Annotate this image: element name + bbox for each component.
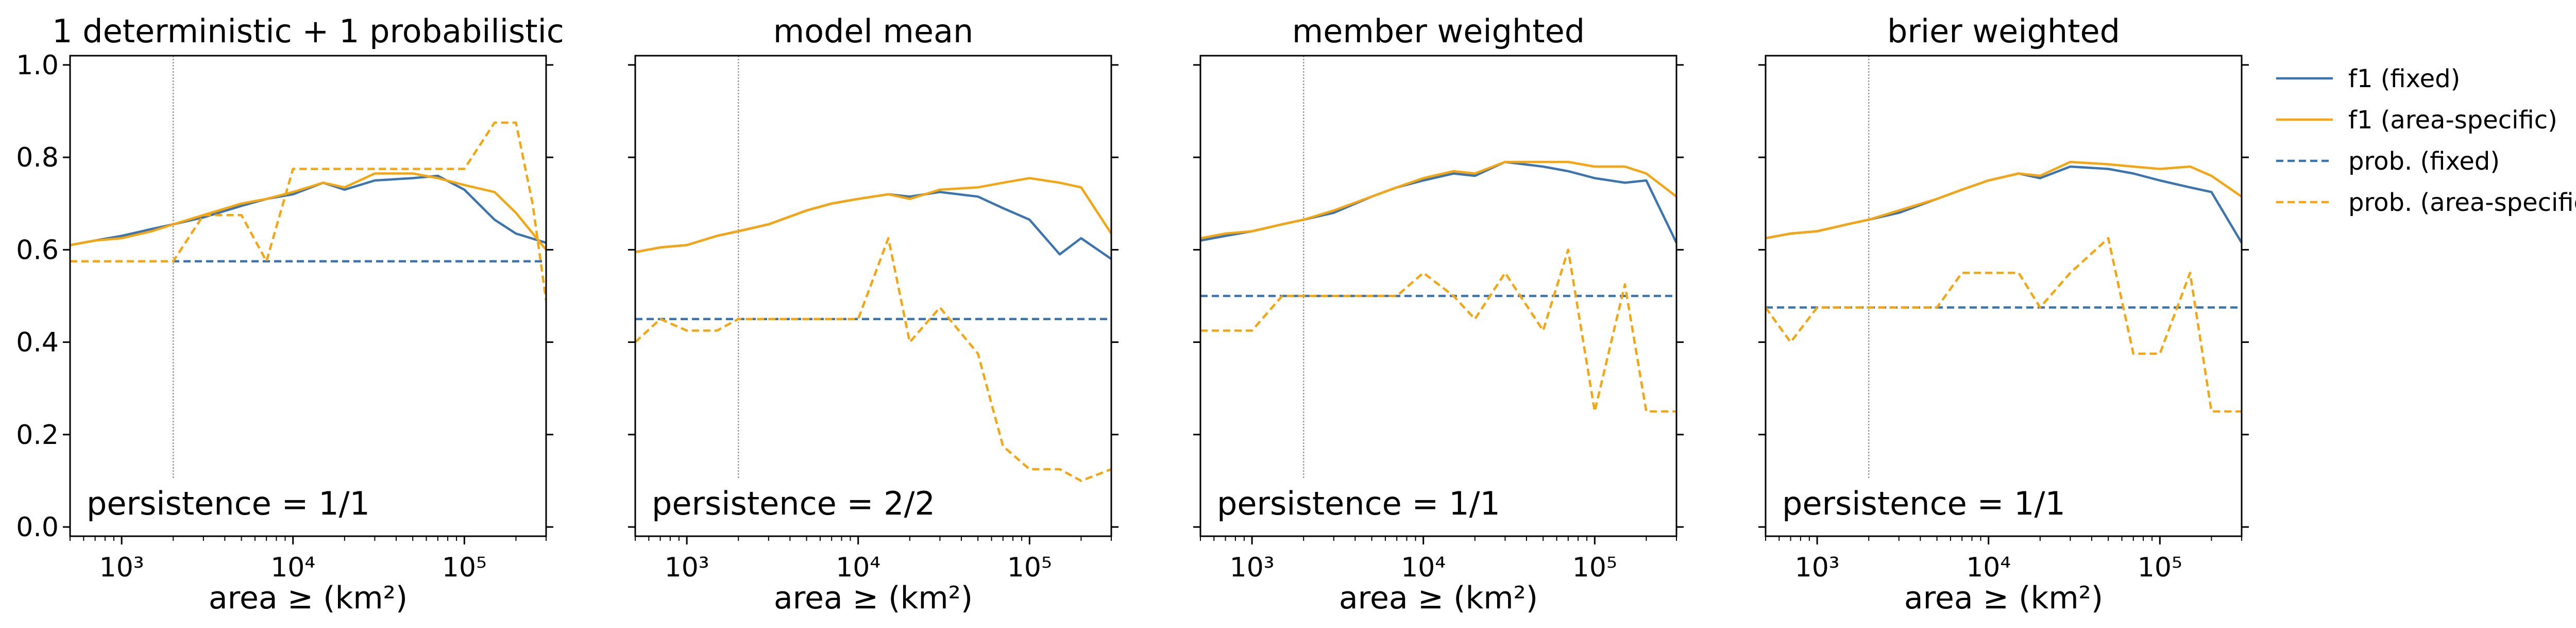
x-axis-label: area ≥ (km²)	[1339, 580, 1538, 616]
panel-title: member weighted	[1292, 12, 1585, 50]
panel-4: brier weighted 10³ 10⁴ 10⁵ area ≥ (km²) persi…	[1758, 12, 2249, 616]
series-line-prob-area-specific	[70, 121, 546, 301]
series-line-f1-area-specific	[1200, 160, 1676, 240]
x-tick-label: 10⁴	[1966, 552, 2011, 583]
panel-3: member weighted 10³ 10⁴ 10⁵ area ≥ (km²) pers…	[1193, 12, 1684, 616]
series-line-prob-area-specific	[1766, 237, 2242, 413]
series-line-prob-area-specific	[635, 237, 1111, 482]
x-axis-label: area ≥ (km²)	[209, 580, 408, 616]
legend-label: f1 (area-specific)	[2348, 106, 2557, 135]
series-line-f1-area-specific	[1766, 160, 2242, 240]
y-tick-label: 0.0	[16, 512, 59, 543]
y-tick-label: 1.0	[16, 50, 59, 81]
legend: f1 (fixed) f1 (area-specific) prob. (fixed…	[2276, 64, 2576, 217]
series-line-prob-area-specific	[1200, 249, 1676, 413]
x-tick-label: 10³	[99, 552, 144, 583]
panel-title: model mean	[773, 12, 974, 50]
x-tick-label: 10⁵	[1007, 552, 1052, 583]
persistence-annotation: persistence = 2/2	[652, 485, 935, 522]
legend-label: f1 (fixed)	[2348, 64, 2460, 93]
y-tick-label: 0.6	[16, 235, 59, 266]
persistence-annotation: persistence = 1/1	[1782, 485, 2065, 522]
axes-frame	[634, 55, 1112, 537]
x-tick-label: 10³	[1230, 552, 1275, 583]
x-tick-label: 10⁴	[1401, 552, 1446, 583]
x-axis-label: area ≥ (km²)	[774, 580, 973, 616]
axes-frame	[1199, 55, 1677, 537]
y-tick-label: 0.2	[16, 420, 59, 451]
persistence-annotation: persistence = 1/1	[1217, 485, 1500, 522]
persistence-annotation: persistence = 1/1	[87, 485, 370, 522]
x-tick-label: 10⁵	[442, 552, 487, 583]
panel-title: 1 deterministic + 1 probabilistic	[52, 12, 564, 50]
series-line-f1-fixed	[635, 191, 1111, 260]
panel-2: model mean 10³ 10⁴ 10⁵ area ≥ (km²) persisten…	[628, 12, 1118, 616]
legend-label: prob. (fixed)	[2348, 147, 2500, 176]
panel-1: 1 deterministic + 1 probabilistic 0.0 0.2 0…	[16, 12, 564, 616]
x-tick-label: 10⁵	[1572, 552, 1617, 583]
series-line-f1-area-specific	[70, 172, 546, 251]
x-tick-label: 10³	[1795, 552, 1840, 583]
x-tick-label: 10⁴	[836, 552, 880, 583]
x-tick-label: 10⁴	[270, 552, 315, 583]
x-tick-label: 10³	[665, 552, 709, 583]
y-tick-label: 0.4	[16, 327, 59, 358]
series-line-f1-area-specific	[635, 177, 1111, 254]
x-tick-label: 10⁵	[2138, 552, 2182, 583]
axes-frame	[1765, 55, 2243, 537]
y-tick-label: 0.8	[16, 142, 59, 173]
axes-frame	[69, 55, 547, 537]
legend-label: prob. (area-specific)	[2348, 188, 2576, 217]
panel-title: brier weighted	[1887, 12, 2120, 50]
x-axis-label: area ≥ (km²)	[1904, 580, 2103, 616]
